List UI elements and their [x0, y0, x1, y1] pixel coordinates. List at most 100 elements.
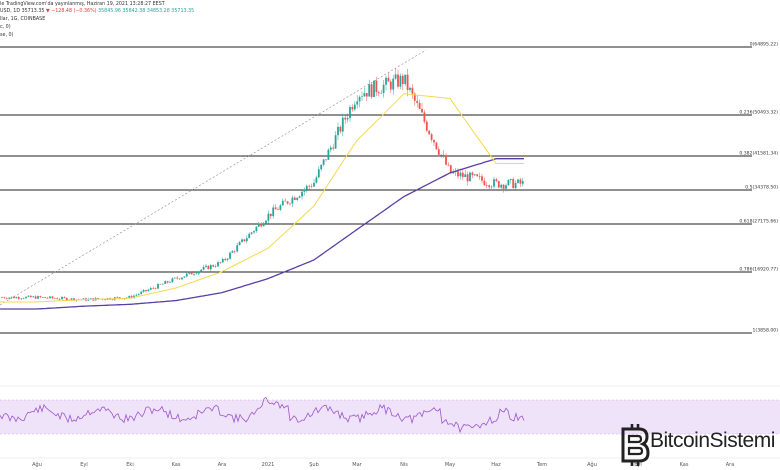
candle-body	[248, 233, 251, 239]
candle-body	[289, 203, 291, 205]
candle-body	[293, 197, 296, 200]
candle-body	[315, 177, 318, 183]
watermark-logo	[612, 423, 780, 467]
symbol-ohlc-line: USD, 1D 35713.35 ▼ −128.48 (−0.36%) 3584…	[0, 9, 194, 15]
candle-body	[387, 77, 390, 82]
candle-body	[241, 239, 243, 243]
candle-body	[104, 299, 107, 301]
candle-body	[469, 172, 471, 182]
candle-body	[41, 297, 44, 298]
candle-body	[363, 93, 366, 97]
candle-body	[473, 174, 476, 176]
candle-body	[313, 182, 315, 187]
candle-body	[392, 78, 395, 90]
candle-body	[447, 164, 450, 166]
candle-body	[61, 297, 63, 300]
candle-body	[140, 291, 143, 295]
candle-body	[272, 207, 275, 217]
candle-body	[305, 185, 308, 190]
candle-body	[97, 298, 99, 299]
candle-body	[89, 298, 92, 299]
candle-body	[51, 296, 54, 299]
candle-body	[193, 274, 195, 275]
candle-body	[370, 84, 373, 97]
candle-body	[27, 295, 30, 297]
x-axis-label: 2021	[262, 462, 275, 468]
fib-label: 0.236(50493.32)	[739, 110, 778, 116]
candle-body	[325, 159, 327, 160]
candle-body	[425, 121, 428, 131]
candle-body	[337, 126, 339, 136]
candle-body	[411, 87, 414, 94]
candle-body	[418, 102, 421, 109]
candle-body	[212, 265, 215, 267]
candle-body	[221, 258, 224, 263]
candle-body	[279, 205, 282, 210]
candle-body	[159, 284, 162, 285]
candle-body	[435, 142, 438, 150]
candle-body	[49, 296, 51, 299]
candle-body	[322, 159, 325, 165]
candle-body	[207, 265, 210, 270]
candle-body	[514, 182, 517, 189]
candle-body	[171, 278, 174, 283]
candle-body	[32, 296, 35, 298]
candle-body	[399, 75, 402, 87]
candle-body	[476, 174, 479, 177]
candle-body	[332, 147, 335, 149]
fib-label: 0.618(27175.66)	[739, 219, 778, 225]
candle-body	[195, 273, 198, 275]
candle-body	[238, 242, 241, 246]
candle-body	[401, 75, 404, 85]
candle-body	[329, 147, 332, 150]
candle-body	[217, 262, 219, 267]
candle-body	[255, 226, 258, 232]
candle-body	[265, 220, 267, 224]
candle-body	[452, 172, 455, 174]
candle-body	[166, 281, 169, 283]
price-change: ▼ −128.48 (−0.36%)	[45, 9, 97, 14]
candle-body	[471, 172, 474, 176]
candle-body	[437, 149, 440, 155]
candle-body	[308, 185, 311, 187]
candle-body	[231, 251, 234, 253]
candle-body	[257, 223, 260, 227]
candle-body	[445, 155, 447, 165]
candle-body	[339, 126, 342, 132]
candle-body	[291, 197, 294, 204]
candle-body	[243, 239, 246, 242]
candle-body	[157, 284, 159, 289]
candle-body	[161, 283, 164, 285]
candle-body	[284, 200, 287, 202]
candle-body	[377, 92, 380, 94]
candle-body	[73, 298, 75, 301]
candle-body	[296, 197, 299, 200]
candle-body	[495, 179, 498, 182]
candle-body	[373, 80, 375, 97]
candle-body	[137, 294, 140, 295]
fib-label: 0(64895.22)	[750, 42, 779, 48]
candle-body	[63, 297, 66, 298]
candle-body	[440, 154, 443, 156]
candle-body	[111, 299, 114, 301]
candle-body	[29, 295, 32, 298]
candle-body	[34, 296, 37, 299]
indicator-text-2: se, 0)	[0, 33, 14, 38]
chart-source-line: le TradingView.com'da yayınlanmış, Hazir…	[0, 2, 165, 8]
fib-label: 1(3858.00)	[752, 328, 778, 334]
candle-body	[488, 185, 491, 188]
candle-body	[423, 112, 426, 122]
candle-body	[181, 277, 183, 280]
candle-body	[286, 201, 289, 204]
candle-body	[517, 179, 519, 183]
candle-body	[245, 238, 248, 242]
candle-body	[200, 269, 203, 272]
x-axis-label: Ağu	[32, 461, 42, 468]
candle-body	[485, 185, 488, 186]
fib-levels: 0(64895.22) 0.236(50493.32) 0.382(41581.34…	[0, 42, 778, 334]
bitcoin-logo-icon	[621, 424, 650, 466]
candle-body	[502, 184, 505, 189]
candle-body	[253, 231, 255, 233]
indicator-text-1: c, 0)	[0, 25, 11, 30]
